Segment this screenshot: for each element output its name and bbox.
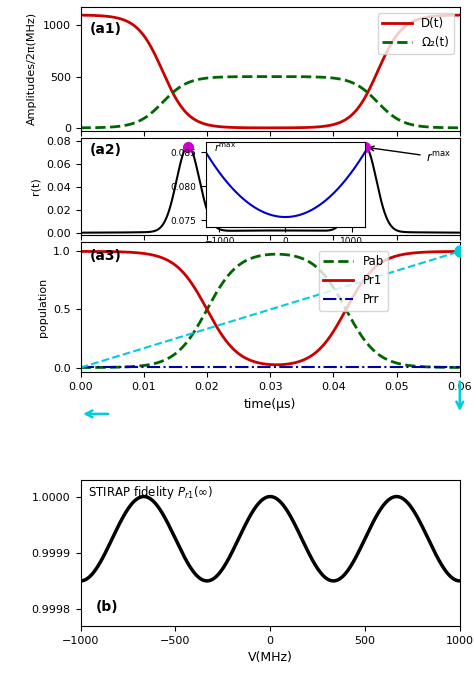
Text: (a1): (a1) <box>90 22 122 36</box>
Y-axis label: Amplitudes/2π(MHz): Amplitudes/2π(MHz) <box>27 12 37 125</box>
X-axis label: time(μs): time(μs) <box>244 398 296 411</box>
X-axis label: V(MHz): V(MHz) <box>248 651 292 664</box>
Y-axis label: population: population <box>37 277 48 336</box>
Legend: D(t), Ω₂(t): D(t), Ω₂(t) <box>378 13 454 54</box>
Text: $r^{\rm max}$: $r^{\rm max}$ <box>369 146 451 164</box>
Text: (a2): (a2) <box>90 143 122 157</box>
Text: STIRAP fidelity $P_{r1}(\infty)$: STIRAP fidelity $P_{r1}(\infty)$ <box>88 484 213 501</box>
Text: (b): (b) <box>96 600 118 614</box>
Legend: Pab, Pr1, Prr: Pab, Pr1, Prr <box>319 250 388 311</box>
Y-axis label: r(t): r(t) <box>30 178 41 195</box>
Text: (a3): (a3) <box>90 248 122 262</box>
